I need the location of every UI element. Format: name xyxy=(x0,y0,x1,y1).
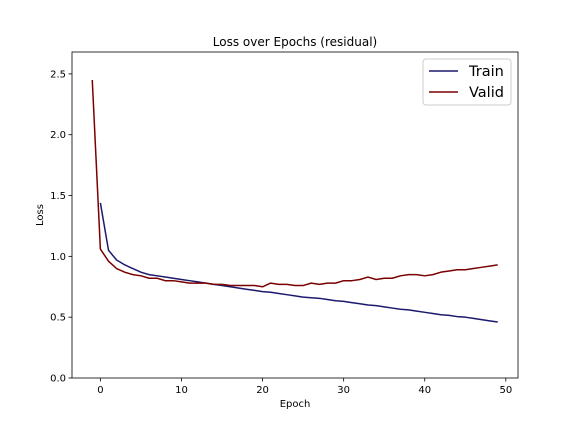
chart-title: Loss over Epochs (residual) xyxy=(213,35,377,49)
x-tick-label: 0 xyxy=(97,385,103,396)
y-axis-label: Loss xyxy=(35,204,46,226)
legend-label-valid: Valid xyxy=(469,85,504,101)
series-line-train xyxy=(99,202,498,323)
x-tick-label: 10 xyxy=(175,385,188,396)
legend: Train Valid xyxy=(422,58,512,106)
y-tick-label: 1.0 xyxy=(50,252,66,263)
y-tick-label: 0.0 xyxy=(50,374,66,385)
x-axis-label: Epoch xyxy=(280,399,311,410)
y-tick-label: 2.5 xyxy=(50,69,66,80)
y-tick-label: 2.0 xyxy=(50,130,66,141)
x-tick-label: 50 xyxy=(499,385,512,396)
x-tick-label: 30 xyxy=(337,385,350,396)
plot-area xyxy=(72,52,518,378)
axes-frame xyxy=(71,51,519,379)
y-tick-label: 1.5 xyxy=(50,191,66,202)
x-tick-label: 20 xyxy=(256,385,269,396)
axes-layer: 0 10 20 30 40 50 0.0 0.5 1.0 1.5 2.0 2.5 xyxy=(50,51,519,396)
series-layer xyxy=(91,79,498,323)
series-line-valid xyxy=(91,79,498,288)
plot-background xyxy=(72,52,518,378)
y-tick-label: 0.5 xyxy=(50,313,66,324)
legend-label-train: Train xyxy=(468,64,504,80)
x-tick-label: 40 xyxy=(418,385,431,396)
